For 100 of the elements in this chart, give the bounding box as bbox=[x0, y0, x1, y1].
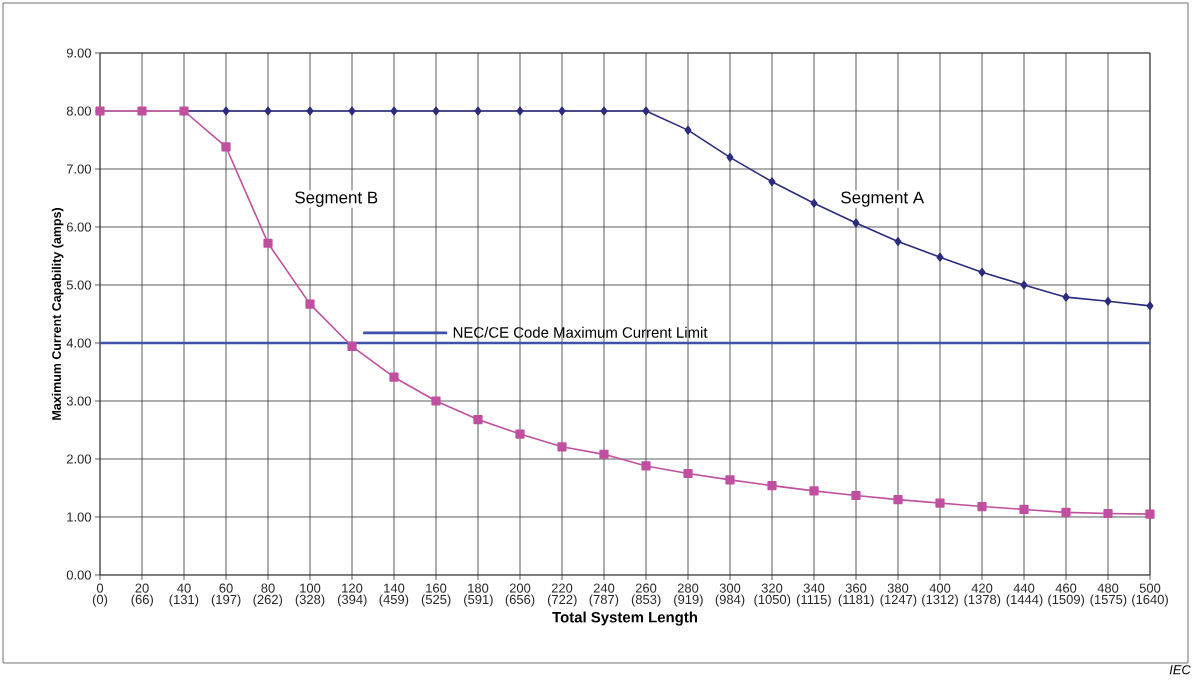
x2-tick-label: (1444) bbox=[1006, 594, 1043, 607]
point bbox=[389, 372, 399, 382]
y-tick-label: 5.00 bbox=[66, 280, 91, 290]
point bbox=[348, 106, 356, 116]
x2-tick-label: (1050) bbox=[754, 594, 791, 607]
point bbox=[474, 106, 482, 116]
x-tick-label: 460 bbox=[1055, 583, 1077, 593]
point bbox=[306, 106, 314, 116]
x-tick-label: 220 bbox=[551, 583, 573, 593]
x-tick-label: 0 bbox=[96, 583, 104, 593]
y-tick-label: 4.00 bbox=[66, 338, 91, 348]
x2-tick-label: (1640) bbox=[1132, 594, 1168, 607]
point bbox=[599, 449, 609, 459]
x2-tick-label: (1509) bbox=[1048, 594, 1085, 607]
x-tick-label: 360 bbox=[845, 583, 867, 593]
x2-tick-label: (1575) bbox=[1090, 594, 1127, 607]
y-tick-label: 0.00 bbox=[66, 570, 91, 580]
point bbox=[767, 481, 777, 491]
x2-tick-label: (656) bbox=[505, 594, 535, 607]
x2-tick-label: (853) bbox=[631, 594, 661, 607]
point bbox=[894, 237, 902, 246]
point bbox=[1019, 504, 1029, 515]
x2-tick-label: (525) bbox=[421, 594, 451, 607]
x2-tick-label: (1378) bbox=[964, 594, 1001, 607]
x2-tick-label: (394) bbox=[337, 594, 367, 607]
point bbox=[600, 106, 608, 116]
x-tick-label: 60 bbox=[219, 583, 233, 593]
point bbox=[1145, 509, 1155, 519]
x-tick-label: 40 bbox=[177, 583, 191, 593]
x-tick-label: 300 bbox=[719, 583, 741, 593]
x-tick-label: 120 bbox=[342, 583, 363, 593]
text: IEC bbox=[1169, 665, 1191, 675]
y-tick-label: 2.00 bbox=[66, 454, 91, 464]
point bbox=[810, 198, 818, 208]
x-tick-label: 140 bbox=[384, 583, 405, 593]
x-tick-label: 100 bbox=[300, 583, 321, 593]
x2-tick-label: (1312) bbox=[922, 594, 958, 607]
x2-tick-label: (591) bbox=[464, 594, 493, 607]
point bbox=[936, 252, 944, 262]
y-axis-title: Maximum Current Capability (amps) bbox=[51, 208, 64, 420]
point bbox=[726, 152, 734, 162]
x2-tick-label: (0) bbox=[92, 594, 108, 607]
point bbox=[1062, 292, 1070, 302]
point bbox=[978, 267, 986, 277]
point bbox=[473, 414, 483, 425]
point bbox=[95, 106, 105, 116]
text: Segment B bbox=[295, 191, 378, 207]
point bbox=[557, 442, 567, 452]
point bbox=[977, 501, 987, 512]
x2-tick-label: (1181) bbox=[838, 594, 874, 607]
x-tick-label: 500 bbox=[1139, 583, 1161, 593]
x2-tick-label: (984) bbox=[715, 594, 745, 607]
x-axis-title: Total System Length bbox=[552, 611, 697, 626]
point bbox=[516, 106, 524, 116]
point bbox=[221, 142, 231, 152]
x-tick-label: 340 bbox=[803, 583, 825, 593]
point bbox=[137, 106, 147, 116]
point bbox=[432, 106, 440, 116]
point bbox=[1146, 301, 1154, 311]
point bbox=[431, 396, 441, 406]
point bbox=[641, 461, 651, 471]
point bbox=[222, 106, 230, 116]
x2-tick-label: (1247) bbox=[880, 594, 917, 607]
y-tick-label: 8.00 bbox=[66, 106, 91, 116]
x-tick-label: 200 bbox=[509, 583, 531, 593]
x2-tick-label: (262) bbox=[253, 594, 283, 607]
point bbox=[347, 341, 357, 352]
x2-tick-label: (197) bbox=[211, 594, 241, 607]
ref-line-label: NEC/CE Code Maximum Current Limit bbox=[453, 326, 708, 338]
point bbox=[1103, 508, 1113, 519]
x-tick-label: 180 bbox=[468, 583, 489, 593]
point bbox=[1104, 296, 1112, 306]
x2-tick-label: (131) bbox=[169, 594, 199, 607]
point bbox=[852, 218, 860, 228]
y-tick-label: 6.00 bbox=[66, 222, 91, 232]
point bbox=[515, 429, 525, 439]
x-tick-label: 320 bbox=[761, 583, 783, 593]
x-tick-label: 280 bbox=[677, 583, 699, 593]
y-tick-label: 7.00 bbox=[66, 164, 91, 174]
x2-tick-label: (722) bbox=[547, 594, 577, 607]
x2-tick-label: (1115) bbox=[796, 594, 831, 607]
point bbox=[642, 106, 650, 116]
x-tick-label: 440 bbox=[1013, 583, 1035, 593]
x-tick-label: 260 bbox=[635, 583, 657, 593]
point bbox=[893, 494, 903, 505]
x2-tick-label: (787) bbox=[589, 594, 619, 607]
point bbox=[558, 106, 566, 116]
point bbox=[1061, 507, 1071, 517]
y-tick-label: 3.00 bbox=[66, 396, 91, 406]
point bbox=[683, 468, 693, 479]
point bbox=[851, 490, 861, 501]
point bbox=[305, 299, 315, 309]
x2-tick-label: (328) bbox=[295, 594, 325, 607]
point bbox=[935, 498, 945, 508]
x-tick-label: 20 bbox=[135, 583, 149, 593]
x-tick-label: 160 bbox=[426, 583, 447, 593]
y-tick-label: 1.00 bbox=[67, 512, 91, 522]
x-tick-label: 400 bbox=[929, 583, 951, 593]
point bbox=[264, 106, 272, 116]
y-tick-label: 9.00 bbox=[66, 48, 91, 58]
